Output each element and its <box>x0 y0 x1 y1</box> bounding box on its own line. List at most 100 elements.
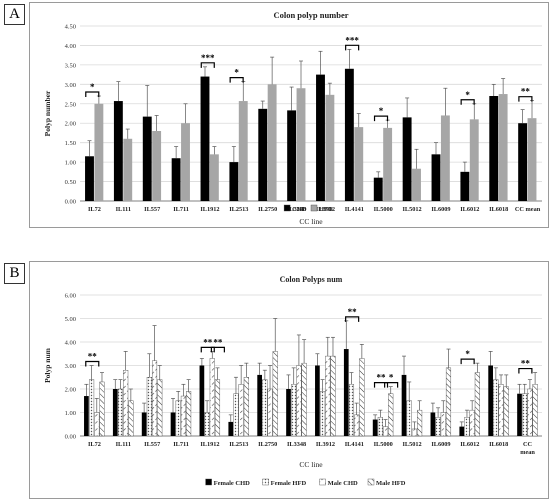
chart-a-bar <box>287 110 297 201</box>
chart-b-x-tick-label: IL3912 <box>316 441 335 448</box>
chart-b-bar <box>186 391 192 437</box>
chart-b-bar <box>488 365 493 436</box>
chart-a-svg: Colon polyp number 0.00 0.50 1.00 1.50 2.00 2.… <box>43 10 542 226</box>
chart-b-bar <box>532 384 538 437</box>
chart-b-x-tick-label: IL557 <box>144 441 160 448</box>
chart-a-bar <box>267 84 277 201</box>
chart-a-y-tick-label: 0.50 <box>65 179 76 186</box>
chart-a-bar <box>181 123 190 201</box>
chart-b-bar <box>411 428 417 437</box>
chart-a-bar <box>238 101 248 201</box>
chart-b-significance-label: ** <box>203 337 213 347</box>
chart-b-y-tick-label: 3.00 <box>65 363 76 370</box>
chart-a-x-tick-label: IL5000 <box>374 206 393 213</box>
chart-b-bar <box>151 360 158 437</box>
chart-b-x-axis-label: CC line <box>299 460 323 469</box>
chart-b-bar <box>522 393 528 437</box>
chart-b-bar <box>291 384 297 437</box>
chart-b-x-tick-label: IL111 <box>116 441 131 448</box>
chart-b-bar <box>238 384 244 437</box>
chart-b-bar <box>382 426 389 437</box>
chart-b-y-axis-label: Polyp num <box>43 347 52 383</box>
chart-b-x-tick-label: CC <box>523 441 533 448</box>
chart-b-bar <box>199 365 205 436</box>
chart-b-bar <box>435 416 441 437</box>
chart-b-bar <box>401 374 407 436</box>
chart-a-y-tick-label: 1.50 <box>65 140 76 147</box>
chart-b-bar <box>175 400 181 437</box>
chart-b-bar <box>296 365 302 437</box>
chart-a-bar <box>344 68 354 202</box>
chart-a-significance-label: * <box>465 90 470 100</box>
chart-a-legend-swatch <box>283 204 291 212</box>
chart-a-x-tick-label: IL111 <box>116 206 131 213</box>
chart-b-bar <box>123 369 129 437</box>
chart-b-legend-swatch <box>367 478 375 486</box>
chart-a-bar <box>402 117 412 201</box>
chart-b-legend-label: Male CHD <box>328 480 358 487</box>
chart-b-bar <box>146 377 152 437</box>
chart-a-bar <box>489 96 499 201</box>
chart-b-bar <box>315 365 320 436</box>
chart-a-significance-bracket <box>85 91 100 97</box>
chart-b-bar <box>493 379 499 437</box>
chart-b-legend-label: Male HFD <box>376 480 406 487</box>
chart-a-significance-label: * <box>379 106 384 116</box>
chart-a-significance-bracket <box>200 62 215 68</box>
chart-b-x-tick-label: IL5000 <box>374 441 393 448</box>
chart-a-x-tick-label: IL6012 <box>460 206 479 213</box>
chart-a-significance-label: *** <box>345 35 359 45</box>
chart-b-svg: Colon Polyps num 0.00 1.00 2.00 3.00 4.00 5.00… <box>43 275 542 487</box>
chart-b-x-tick-label: IL2750 <box>258 441 277 448</box>
chart-b-x-tick-label: IL6009 <box>431 441 450 448</box>
chart-b-bar <box>377 416 383 437</box>
chart-a-bar <box>94 103 104 201</box>
chart-a-bar <box>431 154 441 201</box>
chart-b-significance-bracket <box>200 346 215 353</box>
chart-a-bar <box>469 119 479 201</box>
chart-b-significance-bracket <box>373 382 389 388</box>
chart-a-x-tick-label: IL4141 <box>345 206 364 213</box>
chart-a-bar <box>113 101 123 201</box>
chart-a-bar <box>200 76 210 201</box>
chart-b-bar <box>128 400 134 437</box>
chart-b-bar <box>527 388 533 437</box>
chart-a-significance-label: ** <box>521 87 531 97</box>
chart-b-bar <box>141 412 147 436</box>
chart-b-bar <box>209 358 215 437</box>
chart-b-legend-swatch <box>319 478 326 486</box>
chart-b-title: Colon Polyps num <box>280 275 343 284</box>
chart-b-significance-bracket <box>345 316 360 322</box>
chart-b-bar <box>214 379 221 437</box>
chart-a-x-axis-label: CC line <box>299 217 323 226</box>
chart-b-legend-label: Female HFD <box>271 480 307 487</box>
chart-b-legend-swatch <box>205 478 212 486</box>
chart-a-bar <box>296 88 306 201</box>
panel-b-letter: B <box>4 263 25 284</box>
chart-b-bar <box>301 362 307 437</box>
chart-a-x-tick-label: IL3912 <box>316 206 335 213</box>
chart-b-x-tick-label: IL2513 <box>229 441 248 448</box>
chart-b-x-tick-label: IL4141 <box>345 441 364 448</box>
chart-a-bar <box>316 74 325 201</box>
chart-a-significance-label: *** <box>201 53 215 63</box>
chart-b-significance-label: ** <box>348 307 358 317</box>
chart-b-x-tick-label: IL711 <box>173 441 189 448</box>
chart-a-x-tick-label: IL557 <box>144 206 160 213</box>
chart-a-bar <box>440 115 450 201</box>
chart-a-y-tick-label: 0.00 <box>65 199 76 206</box>
chart-b-bar <box>459 426 465 436</box>
chart-b-bar <box>474 372 480 437</box>
chart-a-bar <box>152 131 162 201</box>
chart-b-y-tick-label: 5.00 <box>65 316 76 323</box>
chart-b-significance-bracket <box>460 358 475 365</box>
chart-a-y-tick-label: 3.00 <box>65 82 76 89</box>
chart-b-significance-bracket <box>210 346 225 353</box>
chart-b-bar <box>233 393 239 437</box>
panel-a-letter: A <box>4 4 25 25</box>
chart-b-bar <box>469 409 475 437</box>
chart-a-x-tick-label: IL3348 <box>287 206 306 213</box>
chart-b-x-tick-label: IL6018 <box>489 441 508 448</box>
chart-a-y-axis-label: Polyp number <box>43 90 52 136</box>
chart-a-bar <box>229 162 239 201</box>
